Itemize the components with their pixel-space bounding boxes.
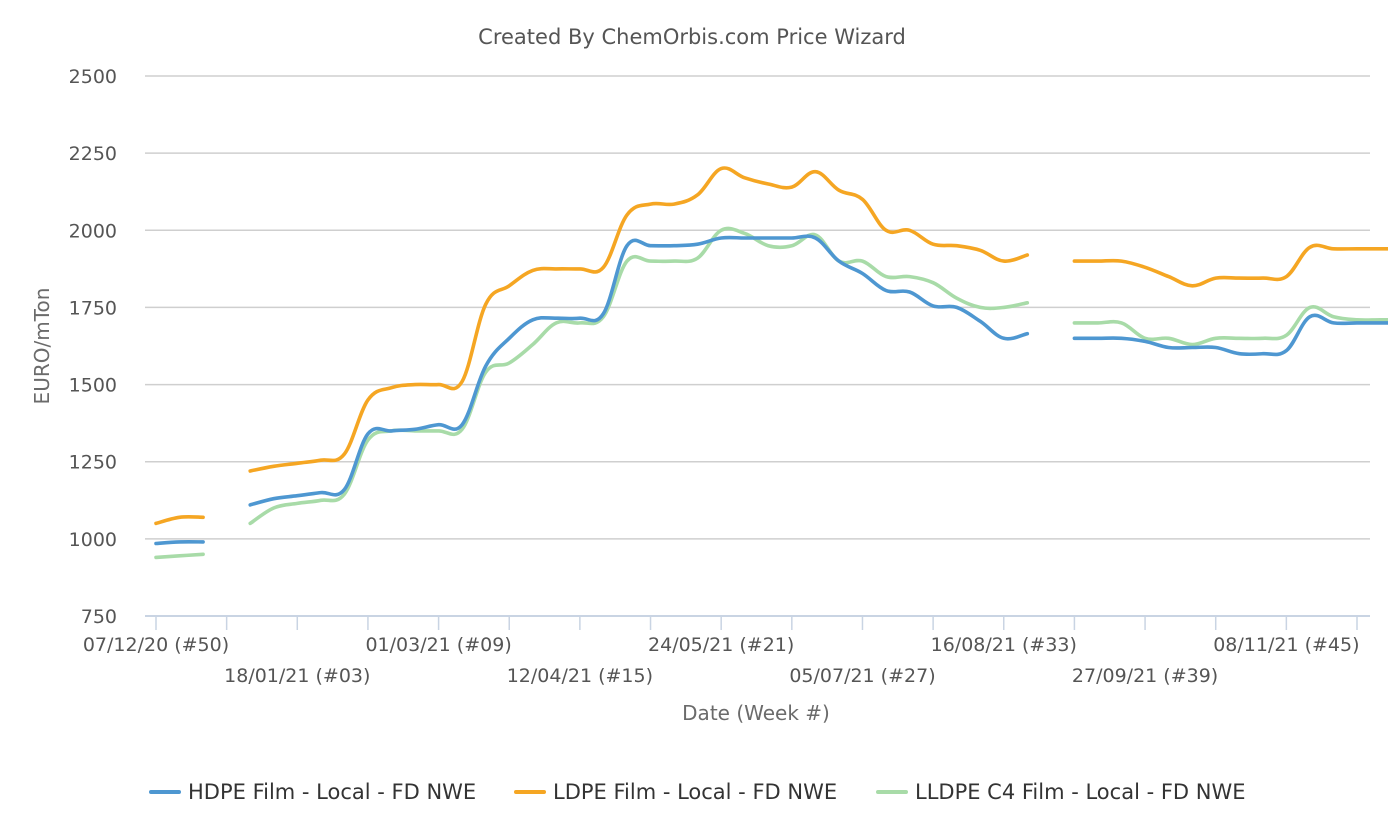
- y-tick-label: 2250: [69, 143, 117, 165]
- chart-title: Created By ChemOrbis.com Price Wizard: [478, 25, 906, 49]
- series-segment: [154, 514, 205, 526]
- legend-label: LDPE Film - Local - FD NWE: [553, 780, 837, 804]
- gridlines: [145, 75, 1370, 540]
- series-segment: [1072, 304, 1388, 347]
- y-tick-label: 1750: [69, 297, 117, 319]
- series-lines: [154, 166, 1388, 560]
- legend-label: LLDPE C4 Film - Local - FD NWE: [915, 780, 1246, 804]
- x-tick-label: 24/05/21 (#21): [648, 634, 794, 656]
- legend: HDPE Film - Local - FD NWE LDPE Film - Lo…: [149, 780, 1246, 804]
- x-tick-label: 12/04/21 (#15): [507, 665, 653, 687]
- x-axis-title: Date (Week #): [682, 701, 830, 725]
- series-segment: [248, 234, 1030, 507]
- y-tick-label: 1500: [69, 375, 117, 397]
- y-tick-label: 1000: [69, 529, 117, 551]
- legend-item[interactable]: HDPE Film - Local - FD NWE: [149, 780, 476, 804]
- series-segment: [154, 552, 205, 560]
- x-tick-label: 16/08/21 (#33): [931, 634, 1077, 656]
- series-hdpe-line: [154, 234, 1388, 546]
- y-axis-title: EURO/mTon: [30, 288, 54, 405]
- series-segment: [1072, 313, 1388, 357]
- x-tick-label: 08/11/21 (#45): [1213, 634, 1359, 656]
- x-tick-label: 01/03/21 (#09): [365, 634, 511, 656]
- series-lldpe-line: [154, 226, 1388, 560]
- legend-item[interactable]: LDPE Film - Local - FD NWE: [514, 780, 837, 804]
- series-segment: [1072, 243, 1388, 288]
- series-segment: [248, 166, 1030, 473]
- legend-item[interactable]: LLDPE C4 Film - Local - FD NWE: [876, 780, 1246, 804]
- series-ldpe-line: [154, 166, 1388, 526]
- y-tick-label: 2500: [69, 66, 117, 88]
- y-tick-label: 750: [81, 606, 117, 628]
- x-tick-label: 05/07/21 (#27): [789, 665, 935, 687]
- legend-label: HDPE Film - Local - FD NWE: [188, 780, 476, 804]
- series-segment: [248, 226, 1030, 526]
- x-tick-label: 18/01/21 (#03): [224, 665, 370, 687]
- y-axis-ticks: 750 1000 1250 1500 1750 2000 2250 2500: [69, 66, 117, 628]
- x-axis: 07/12/20 (#50) 18/01/21 (#03) 01/03/21 (#0…: [83, 615, 1370, 687]
- y-tick-label: 1250: [69, 452, 117, 474]
- x-tick-label: 07/12/20 (#50): [83, 634, 229, 656]
- series-segment: [154, 540, 205, 546]
- y-tick-label: 2000: [69, 220, 117, 242]
- x-tick-label: 27/09/21 (#39): [1072, 665, 1218, 687]
